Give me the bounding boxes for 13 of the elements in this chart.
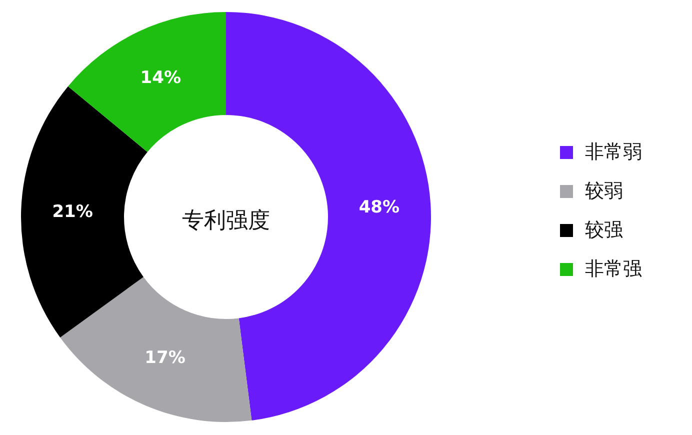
text: 专利强度 (182, 208, 270, 234)
legend-label: 较强 (585, 218, 623, 243)
legend-label: 非常强 (585, 257, 642, 282)
legend-label: 非常弱 (585, 140, 642, 165)
donut-slice (68, 12, 226, 152)
data-label: 17% (144, 348, 186, 368)
data-label: 21% (52, 202, 93, 222)
donut-slice (60, 276, 252, 422)
data-label: 14% (140, 68, 181, 88)
legend-label: 较弱 (585, 179, 623, 204)
donut-slice (226, 12, 431, 420)
data-label: 48% (358, 197, 400, 218)
donut-slice (21, 86, 148, 338)
